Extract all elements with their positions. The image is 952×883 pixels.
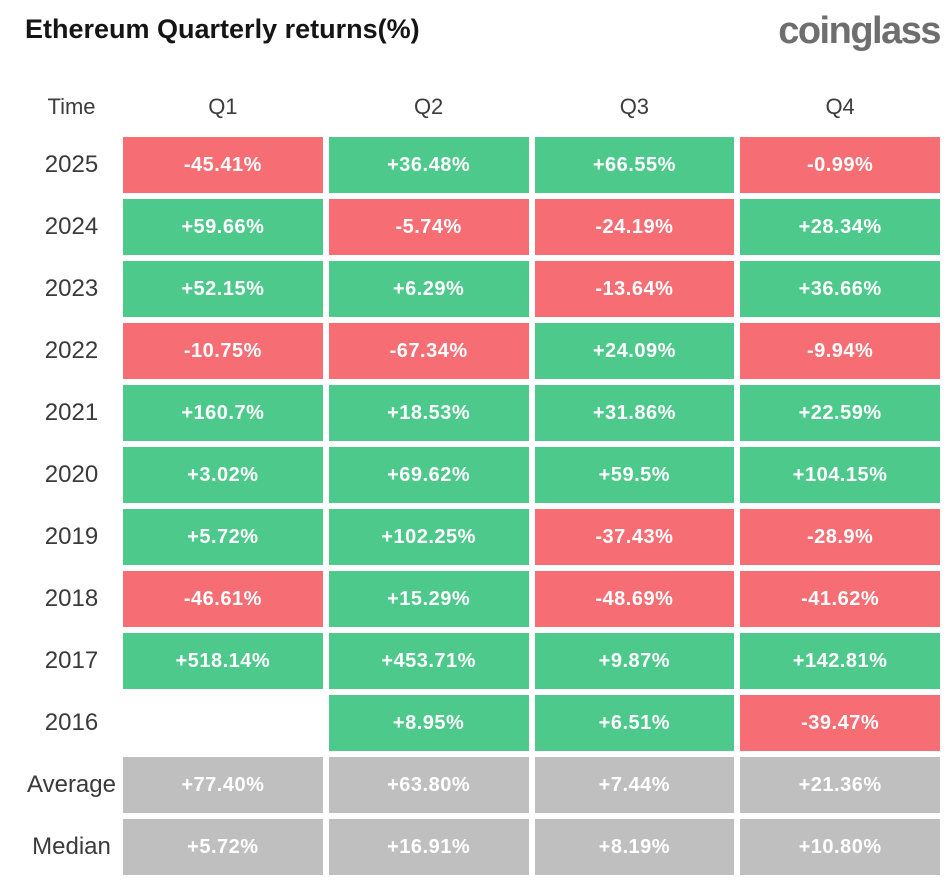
column-header-q3: Q3: [619, 94, 650, 119]
return-cell: +24.09%: [534, 323, 735, 379]
return-cell: -5.74%: [328, 199, 529, 255]
row-label-2016: 2016: [44, 709, 99, 736]
return-cell: -41.62%: [740, 571, 940, 627]
return-cell: +16.91%: [328, 819, 529, 875]
returns-table: 2025 -45.41% +36.48% +66.55% -0.99% 2024 +59.6…: [0, 137, 940, 875]
row-label-2017: 2017: [44, 647, 99, 674]
return-cell: -24.19%: [534, 199, 735, 255]
return-cell: +142.81%: [740, 633, 940, 689]
return-cell: +59.66%: [123, 199, 323, 255]
return-cell: -28.9%: [740, 509, 940, 565]
row-label-average: Average: [27, 771, 116, 798]
coinglass-logo: coinglass: [778, 10, 941, 52]
row-label-2018: 2018: [44, 585, 99, 612]
return-cell: +59.5%: [534, 447, 735, 503]
return-cell: [123, 695, 323, 751]
return-cell: +31.86%: [534, 385, 735, 441]
return-cell: -45.41%: [123, 137, 323, 193]
page-title: Ethereum Quarterly returns(%): [25, 14, 420, 44]
return-cell: -46.61%: [123, 571, 323, 627]
return-cell: -39.47%: [740, 695, 940, 751]
column-header-q4: Q4: [825, 94, 855, 119]
row-label-2020: 2020: [44, 461, 99, 488]
return-cell: +63.80%: [328, 757, 529, 813]
return-cell: +6.51%: [534, 695, 735, 751]
return-cell: +104.15%: [740, 447, 940, 503]
table-header-row: Time Q1 Q2 Q3 Q4: [0, 94, 940, 120]
return-cell: +453.71%: [328, 633, 529, 689]
return-cell: -10.75%: [123, 323, 323, 379]
return-cell: +102.25%: [328, 509, 529, 565]
return-cell: +8.95%: [328, 695, 529, 751]
row-label-2022: 2022: [44, 337, 99, 364]
return-cell: +3.02%: [123, 447, 323, 503]
return-cell: +7.44%: [534, 757, 735, 813]
return-cell: +66.55%: [534, 137, 735, 193]
return-cell: +22.59%: [740, 385, 940, 441]
return-cell: -67.34%: [328, 323, 529, 379]
return-cell: +160.7%: [123, 385, 323, 441]
return-cell: +28.34%: [740, 199, 940, 255]
return-cell: +8.19%: [534, 819, 735, 875]
return-cell: -37.43%: [534, 509, 735, 565]
return-cell: +5.72%: [123, 819, 323, 875]
row-label-2024: 2024: [44, 213, 99, 240]
top-bar: Ethereum Quarterly returns(%) coinglass: [0, 0, 952, 58]
row-label-2019: 2019: [44, 523, 99, 550]
return-cell: +10.80%: [740, 819, 940, 875]
row-label-2025: 2025: [44, 151, 99, 178]
column-header-q2: Q2: [413, 94, 444, 119]
return-cell: +52.15%: [123, 261, 323, 317]
return-cell: -48.69%: [534, 571, 735, 627]
return-cell: -13.64%: [534, 261, 735, 317]
return-cell: +69.62%: [328, 447, 529, 503]
return-cell: +18.53%: [328, 385, 529, 441]
column-header-q1: Q1: [208, 94, 238, 119]
return-cell: +9.87%: [534, 633, 735, 689]
return-cell: +36.48%: [328, 137, 529, 193]
row-label-2023: 2023: [44, 275, 99, 302]
return-cell: +6.29%: [328, 261, 529, 317]
return-cell: +77.40%: [123, 757, 323, 813]
column-header-time: Time: [47, 94, 96, 119]
return-cell: +21.36%: [740, 757, 940, 813]
row-label-median: Median: [32, 833, 111, 860]
return-cell: +5.72%: [123, 509, 323, 565]
return-cell: +15.29%: [328, 571, 529, 627]
return-cell: -0.99%: [740, 137, 940, 193]
return-cell: -9.94%: [740, 323, 940, 379]
return-cell: +518.14%: [123, 633, 323, 689]
row-label-2021: 2021: [44, 399, 99, 426]
return-cell: +36.66%: [740, 261, 940, 317]
